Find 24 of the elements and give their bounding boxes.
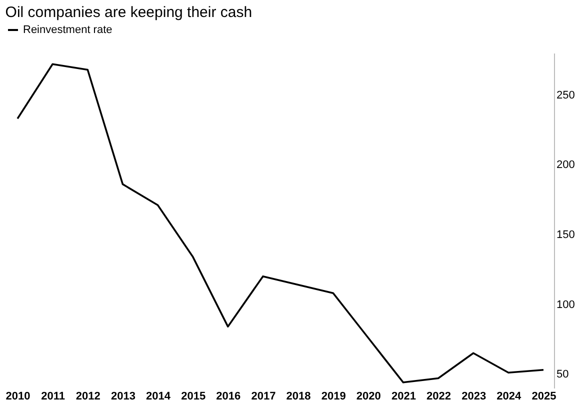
- x-tick-label: 2023: [462, 390, 486, 402]
- x-tick-label: 2014: [146, 390, 172, 402]
- x-tick-label: 2024: [496, 390, 522, 402]
- x-tick-label: 2011: [41, 390, 66, 402]
- y-tick-label: 50: [556, 368, 569, 381]
- x-tick-label: 2017: [251, 390, 276, 402]
- x-tick-label: 2021: [391, 390, 416, 402]
- x-tick-label: 2010: [6, 390, 30, 402]
- x-tick-label: 2025: [532, 390, 556, 402]
- x-tick-label: 2019: [321, 390, 346, 402]
- y-tick-label: 150: [556, 228, 575, 241]
- x-tick-label: 2016: [216, 390, 241, 402]
- x-tick-label: 2015: [181, 390, 206, 402]
- x-tick-label: 2020: [356, 390, 381, 402]
- x-tick-label: 2018: [286, 390, 311, 402]
- x-tick-label: 2022: [426, 390, 452, 402]
- x-tick-label: 2013: [110, 390, 136, 402]
- legend-label: Reinvestment rate: [23, 24, 112, 36]
- y-tick-label: 100: [556, 298, 575, 311]
- x-tick-label: 2012: [76, 390, 100, 402]
- chart-title: Oil companies are keeping their cash: [5, 4, 252, 21]
- line-series: [16, 63, 544, 384]
- y-tick-label: 200: [556, 159, 575, 172]
- y-tick-label: 250: [556, 89, 575, 102]
